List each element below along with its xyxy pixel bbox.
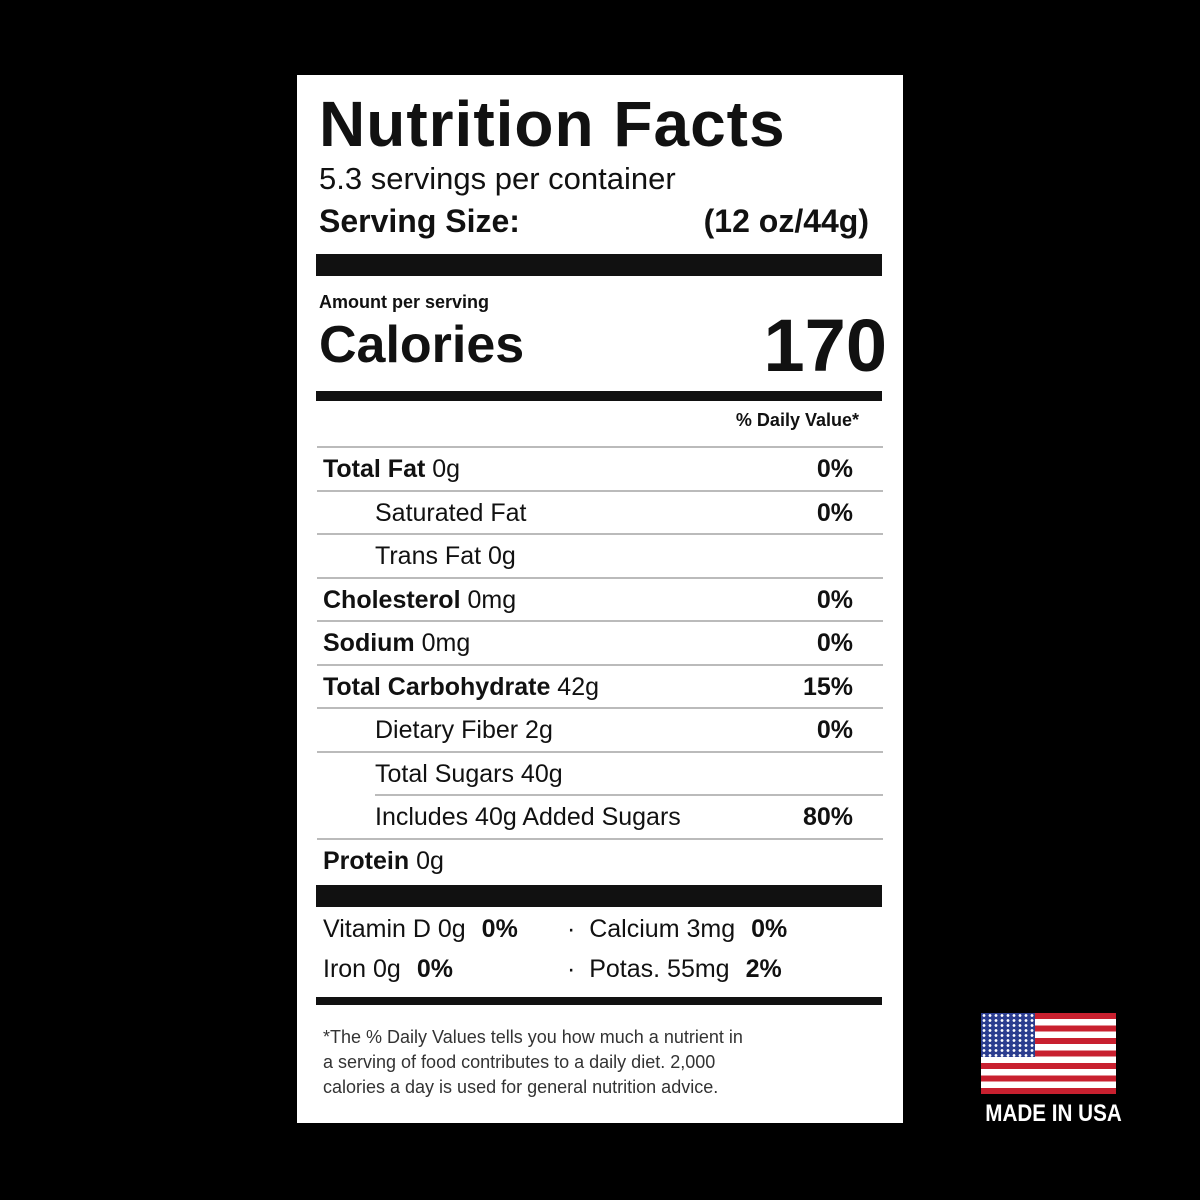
nutrient-name: Total Carbohydrate bbox=[323, 673, 551, 701]
amount-per-serving: Amount per serving bbox=[319, 292, 490, 312]
rule bbox=[317, 751, 883, 753]
footnote-line: *The % Daily Values tells you how much a… bbox=[323, 1027, 743, 1047]
nutrient-name: Includes 40g Added Sugars bbox=[375, 803, 681, 831]
daily-value-header: % Daily Value* bbox=[735, 410, 859, 430]
rule bbox=[317, 533, 883, 535]
nutrient-row: Total Sugars 40g bbox=[317, 753, 883, 796]
vitamin-dv: 0% bbox=[751, 915, 788, 943]
nutrient-name: Saturated Fat bbox=[375, 499, 527, 527]
vitamin: · Calcium 3mg 0% bbox=[567, 915, 788, 943]
thick-bar bbox=[316, 254, 882, 276]
rule bbox=[317, 577, 883, 579]
us-flag bbox=[981, 1013, 1116, 1094]
medium-bar bbox=[316, 391, 882, 401]
rule bbox=[317, 707, 883, 709]
footnote-line: calories a day is used for general nutri… bbox=[323, 1077, 719, 1097]
nutrient-name: Trans Fat 0g bbox=[375, 542, 516, 570]
rule bbox=[375, 794, 883, 796]
nutrient-row: Includes 40g Added Sugars 80% bbox=[317, 796, 883, 839]
nutrient-name: Total Sugars 40g bbox=[375, 760, 563, 788]
daily-value: 0% bbox=[816, 455, 853, 483]
nutrient-name: Protein bbox=[323, 847, 410, 875]
nutrient-amount: 0g bbox=[416, 847, 444, 875]
daily-value: 15% bbox=[802, 673, 853, 701]
nutrient-amount: 42g bbox=[557, 673, 600, 701]
daily-value: 0% bbox=[816, 629, 853, 657]
vitamin: Iron 0g 0% bbox=[323, 955, 453, 984]
nutrient-row: Total Carbohydrate 42g 15% bbox=[317, 666, 883, 709]
nutrient-row: Dietary Fiber 2g 0% bbox=[317, 709, 883, 752]
footnote-line: a serving of food contributes to a daily… bbox=[323, 1052, 716, 1072]
vitamin: · Potas. 55mg 2% bbox=[567, 955, 782, 983]
vitamin-name: Iron 0g bbox=[323, 955, 401, 983]
rule bbox=[317, 490, 883, 492]
daily-value: 80% bbox=[802, 803, 853, 831]
daily-value: 0% bbox=[816, 716, 853, 744]
vitamin: Vitamin D 0g 0% bbox=[323, 915, 518, 944]
serving-size-label: Serving Size: bbox=[319, 203, 520, 239]
rule bbox=[317, 446, 883, 448]
thick-bar bbox=[316, 885, 882, 907]
nutrient-name: Total Fat bbox=[323, 455, 426, 483]
title: Nutrition Facts bbox=[319, 88, 786, 160]
nutrient-row: Trans Fat 0g bbox=[317, 535, 883, 578]
nutrient-amount: 0mg bbox=[421, 629, 471, 657]
nutrient-row: Total Fat 0g 0% bbox=[317, 448, 883, 491]
nutrient-name: Dietary Fiber 2g bbox=[375, 716, 553, 744]
nutrient-amount: 0g bbox=[432, 455, 461, 483]
nutrient-amount: 0mg bbox=[467, 586, 517, 614]
rule bbox=[317, 620, 883, 622]
nutrient-name: Sodium bbox=[323, 629, 415, 657]
daily-value: 0% bbox=[816, 499, 853, 527]
calories-value: 170 bbox=[763, 304, 887, 387]
made-in-usa: MADE IN USA bbox=[985, 1100, 1122, 1127]
vitamin-dv: 0% bbox=[481, 915, 518, 943]
vitamin-dv: 2% bbox=[745, 955, 782, 983]
calories-label: Calories bbox=[319, 316, 525, 374]
nutrient-row: Saturated Fat 0% bbox=[317, 492, 883, 535]
nutrition-label: Nutrition Facts 5.3 servings per contain… bbox=[297, 75, 903, 1123]
rule bbox=[317, 838, 883, 840]
medium-bar bbox=[316, 997, 882, 1005]
rule bbox=[317, 664, 883, 666]
nutrient-row: Protein 0g bbox=[317, 840, 883, 883]
vitamin-name: Calcium 3mg bbox=[589, 915, 736, 943]
nutrient-name: Cholesterol bbox=[323, 586, 461, 614]
vitamin-name: Vitamin D 0g bbox=[323, 915, 466, 943]
nutrient-row: Cholesterol 0mg 0% bbox=[317, 579, 883, 622]
vitamin-name: Potas. 55mg bbox=[589, 955, 730, 983]
vitamin-dv: 0% bbox=[416, 955, 453, 983]
nutrient-row: Sodium 0mg 0% bbox=[317, 622, 883, 665]
flag-canton bbox=[981, 1013, 1035, 1057]
servings: 5.3 servings per container bbox=[319, 161, 676, 196]
serving-size-value: (12 oz/44g) bbox=[703, 203, 869, 239]
daily-value: 0% bbox=[816, 586, 853, 614]
